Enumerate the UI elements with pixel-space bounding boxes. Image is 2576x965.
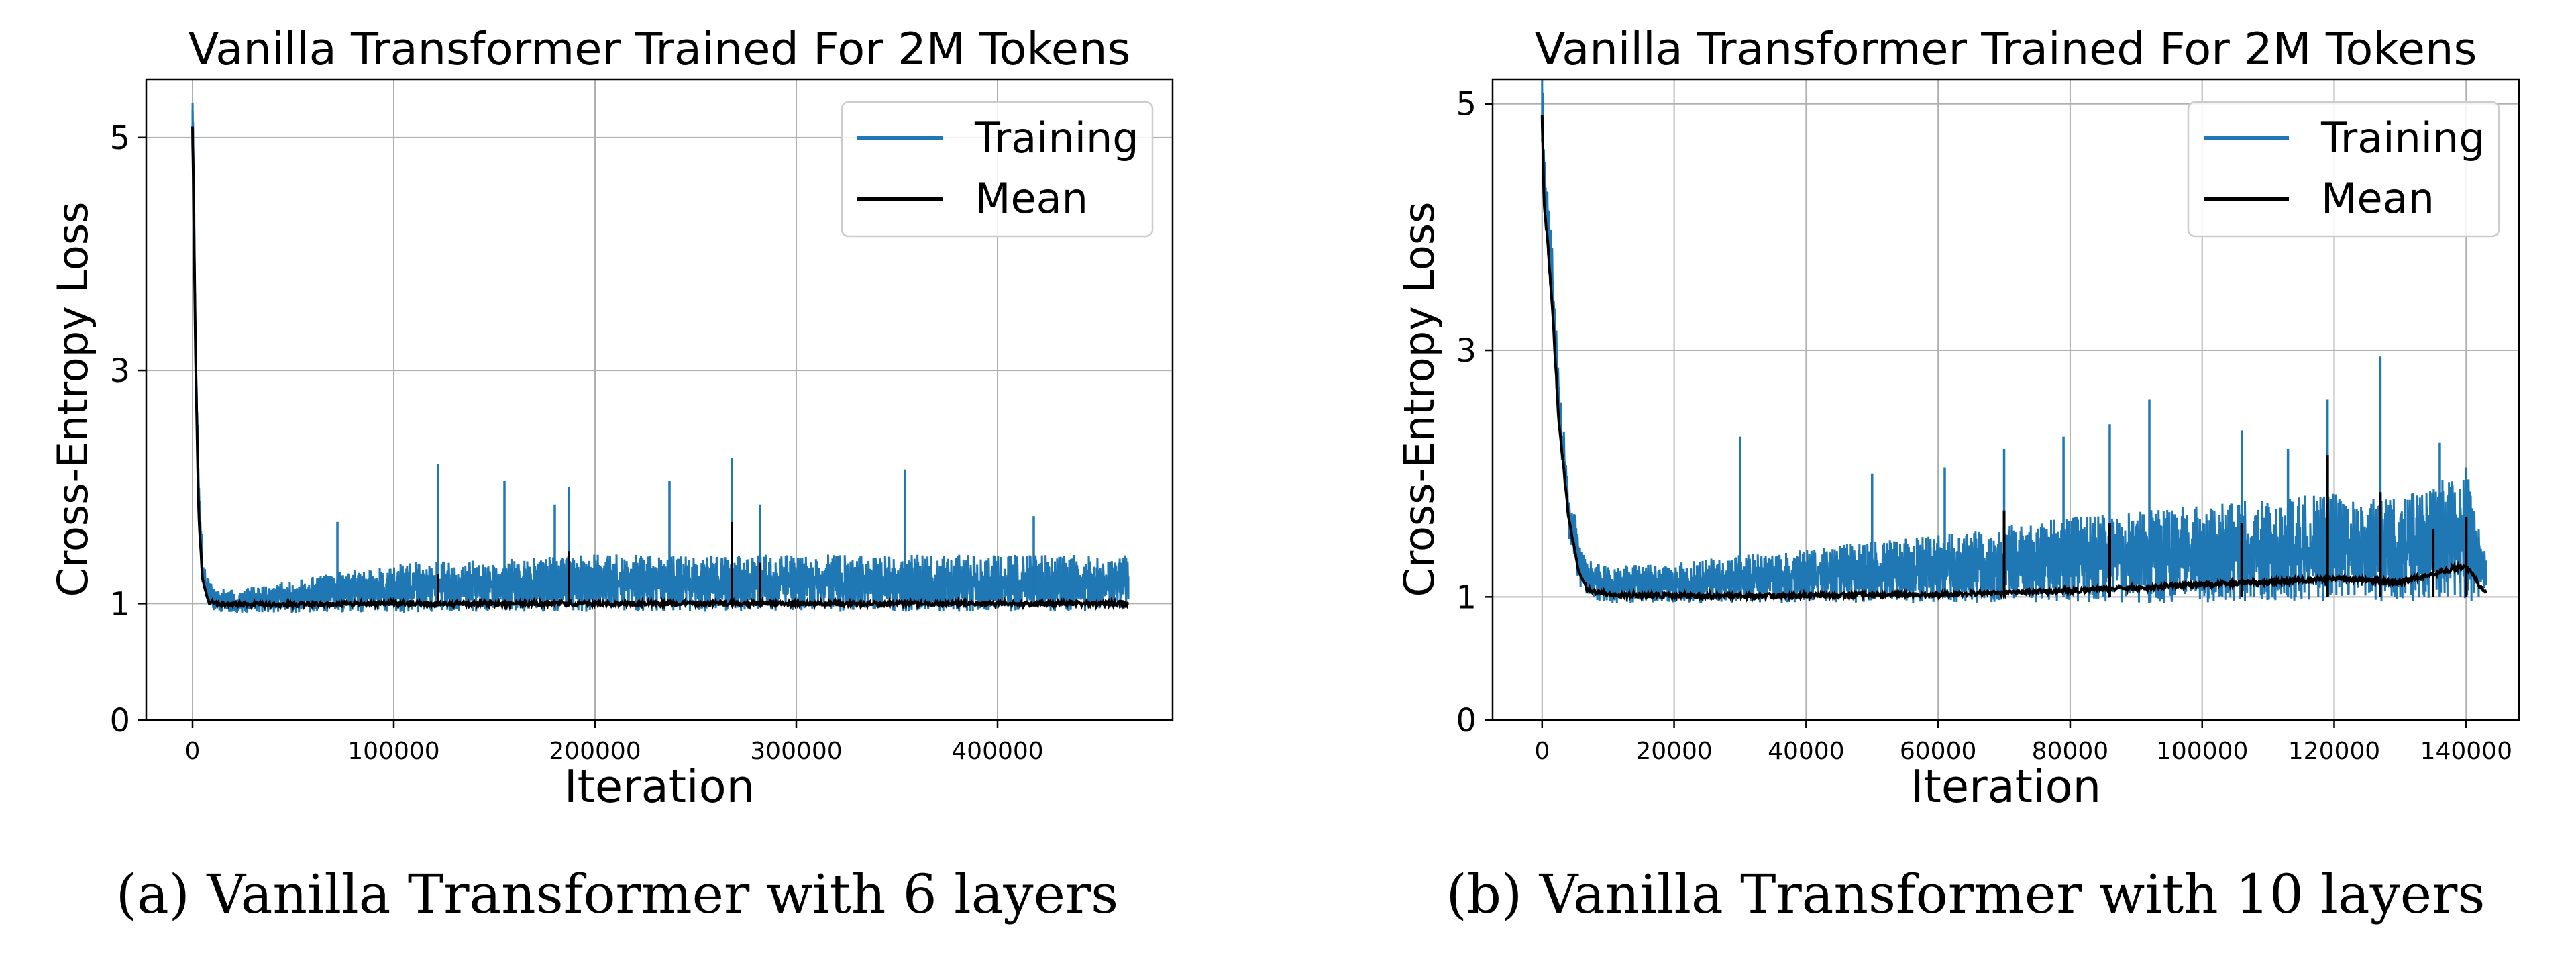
chart-b: Vanilla Transformer Trained For 2M Token… xyxy=(1395,23,2520,925)
chart-b-y-ticks: 0 1 3 5 xyxy=(1456,86,1493,740)
chart-a-plot-area xyxy=(191,102,1130,613)
chart-b-x-tick-label: 80000 xyxy=(2032,738,2109,765)
chart-b-y-tick-label: 5 xyxy=(1456,86,1477,123)
chart-b-legend-training-label: Training xyxy=(2320,113,2485,162)
chart-b-axes-frame xyxy=(1491,78,2520,721)
chart-a-y-tick-label: 0 xyxy=(109,702,130,740)
chart-b-x-tick-label: 100000 xyxy=(2156,738,2248,765)
chart-a-ylabel: Cross-Entropy Loss xyxy=(48,202,97,597)
chart-b-title: Vanilla Transformer Trained For 2M Token… xyxy=(1535,23,2477,75)
chart-a-legend: Training Mean xyxy=(841,101,1154,238)
chart-a-mean-series xyxy=(191,126,1129,611)
chart-b-legend: Training Mean xyxy=(2187,101,2500,238)
chart-a-y-tick-label: 1 xyxy=(109,585,130,623)
chart-a-axes-frame xyxy=(145,78,1174,721)
chart-a-caption: (a) Vanilla Transformer with 6 layers xyxy=(116,863,1118,925)
chart-a-xlabel: Iteration xyxy=(564,760,755,813)
chart-b-y-tick-label: 0 xyxy=(1456,702,1477,740)
chart-a-x-tick-label: 300000 xyxy=(750,738,842,765)
chart-a-x-tick-label: 400000 xyxy=(951,738,1043,765)
chart-b-y-tick-label: 3 xyxy=(1456,332,1477,370)
chart-b-plot-area xyxy=(1540,79,2487,603)
chart-a-legend-mean-label: Mean xyxy=(975,174,1088,223)
chart-a: Vanilla Transformer Trained For 2M Token… xyxy=(48,23,1174,925)
chart-a-y-ticks: 0 1 3 5 xyxy=(109,119,146,740)
chart-b-caption: (b) Vanilla Transformer with 10 layers xyxy=(1446,863,2485,925)
chart-b-legend-box xyxy=(2187,101,2500,238)
chart-a-y-tick-label: 3 xyxy=(109,352,130,390)
chart-b-x-tick-label: 140000 xyxy=(2420,738,2512,765)
chart-a-legend-box xyxy=(841,101,1154,238)
chart-b-ylabel: Cross-Entropy Loss xyxy=(1395,202,1444,597)
chart-a-x-ticks: 0 100000 200000 300000 400000 xyxy=(185,720,1044,765)
chart-a-title: Vanilla Transformer Trained For 2M Token… xyxy=(189,23,1131,75)
chart-a-legend-training-label: Training xyxy=(974,113,1139,162)
chart-b-x-ticks: 0 20000 40000 60000 80000 100000 120000 140000 xyxy=(1534,720,2512,765)
chart-b-x-tick-label: 40000 xyxy=(1768,738,1845,765)
chart-b-legend-mean-label: Mean xyxy=(2321,174,2434,223)
chart-b-y-tick-label: 1 xyxy=(1456,578,1477,616)
chart-a-x-tick-label: 200000 xyxy=(549,738,641,765)
chart-a-y-tick-label: 5 xyxy=(109,119,130,157)
chart-a-mean-line xyxy=(191,126,1129,611)
chart-b-mean-series xyxy=(1540,115,2487,603)
chart-b-x-tick-label: 20000 xyxy=(1635,738,1713,765)
chart-b-x-tick-label: 0 xyxy=(1534,738,1550,765)
chart-a-x-tick-label: 0 xyxy=(185,738,201,765)
chart-b-xlabel: Iteration xyxy=(1911,760,2101,813)
chart-b-x-tick-label: 60000 xyxy=(1900,738,1977,765)
chart-a-x-tick-label: 100000 xyxy=(347,738,439,765)
chart-b-x-tick-label: 120000 xyxy=(2288,738,2380,765)
